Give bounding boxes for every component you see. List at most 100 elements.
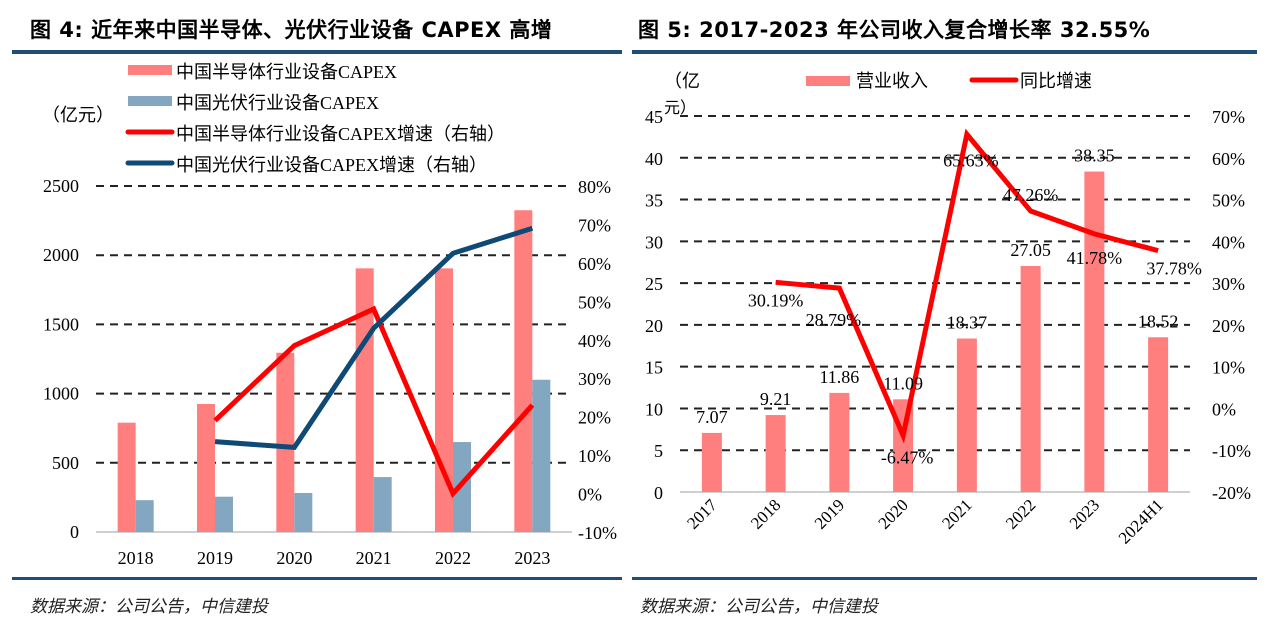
chart1-x-tick-label: 2018	[118, 548, 154, 568]
chart1-y-right-tick-label: 30%	[578, 369, 611, 389]
chart2-y-right-tick-label: -10%	[1212, 441, 1251, 461]
chart2-line-data-label: 30.19%	[748, 290, 804, 310]
chart1-x-tick-label: 2023	[514, 548, 550, 568]
chart2-y-tick-label: 15	[645, 358, 663, 378]
chart1-y-right-tick-label: 70%	[578, 215, 611, 235]
chart1-y-right-tick-label: 50%	[578, 292, 611, 312]
chart2-y-right-tick-label: 60%	[1212, 149, 1245, 169]
chart2-y-tick-label: 5	[654, 441, 663, 461]
chart2-y-tick-label: 0	[654, 483, 663, 503]
chart2-legend-label: 同比增速	[1020, 71, 1092, 91]
chart2-bar-revenue	[1084, 171, 1105, 492]
chart2-y-right-tick-label: 20%	[1212, 316, 1245, 336]
chart2-title: 图 5: 2017-2023 年公司收入复合增长率 32.55%	[638, 18, 1151, 42]
chart2-bar-revenue	[956, 338, 977, 492]
chart2-y-right-tick-label: 40%	[1212, 232, 1245, 252]
chart2-y-right-tick-label: -20%	[1212, 483, 1251, 503]
chart2-y-tick-label: 35	[645, 191, 663, 211]
chart2-line-yoy-growth	[775, 128, 1159, 444]
chart1-bar-pv	[373, 477, 392, 532]
chart1-y-tick-label: 1000	[43, 384, 79, 404]
chart2-x-tick-label: 2023	[1066, 495, 1103, 532]
chart1-bar-pv	[294, 492, 313, 532]
chart2-bar-revenue	[829, 392, 850, 492]
chart1-legend-label: 中国半导体行业设备CAPEX	[176, 62, 397, 82]
chart1-bar-semiconductor	[514, 210, 533, 532]
chart2-bar-revenue	[701, 432, 722, 492]
chart2-bar-data-label: 18.52	[1138, 311, 1179, 331]
chart2-x-tick-label: 2017	[683, 495, 721, 533]
chart2-bar-data-label: 11.86	[819, 367, 859, 387]
chart2-source: 数据来源：公司公告，中信建投	[640, 597, 878, 617]
chart2-y-tick-label: 20	[645, 316, 663, 336]
chart1-x-tick-label: 2020	[276, 548, 312, 568]
chart2-bar-revenue	[765, 415, 786, 492]
chart2-y-right-tick-label: 30%	[1212, 274, 1245, 294]
chart2-y-tick-label: 40	[645, 149, 663, 169]
chart1-bar-semiconductor	[197, 403, 215, 532]
chart2-y-tick-label: 25	[645, 274, 663, 294]
chart1-bar-semiconductor	[276, 352, 295, 532]
chart2-y-right-tick-label: 0%	[1212, 399, 1236, 419]
chart1-title: 图 4: 近年来中国半导体、光伏行业设备 CAPEX 高增	[30, 18, 553, 42]
chart2-y-tick-label: 10	[645, 399, 663, 419]
chart2-x-tick-label: 2020	[874, 495, 911, 532]
chart2-bar-data-label: 18.37	[947, 313, 988, 333]
chart2-title-rule	[632, 50, 1257, 54]
chart1-y-right-tick-label: 20%	[578, 408, 611, 428]
chart2-x-tick-label: 2019	[811, 495, 848, 532]
chart2-footer-rule	[632, 577, 1257, 580]
chart2-y-right-tick-label: 70%	[1212, 107, 1245, 127]
chart2-bar-data-label: 38.35	[1074, 146, 1115, 166]
chart2-line-data-label: 65.63%	[943, 150, 999, 170]
chart2-y-right-tick-label: 10%	[1212, 358, 1245, 378]
chart2-y-axis-unit-2: 元）	[664, 99, 696, 117]
chart2-y-axis-unit: （亿	[664, 71, 700, 91]
chart2-bar-data-label: 7.07	[696, 407, 728, 427]
chart1-y-tick-label: 500	[52, 453, 79, 473]
chart1-y-tick-label: 2000	[43, 245, 79, 265]
chart1-footer-rule	[12, 577, 622, 580]
chart1-bar-pv	[215, 496, 233, 532]
chart1-y-right-tick-label: 60%	[578, 254, 611, 274]
chart1-line-pv-growth	[214, 225, 534, 451]
chart2-line-data-label: 47.26%	[1003, 185, 1059, 205]
chart1-y-right-tick-label: 40%	[578, 331, 611, 351]
chart1-y-right-tick-label: -10%	[578, 523, 617, 543]
chart2-bar-data-label: 11.09	[883, 373, 923, 393]
chart1-x-tick-label: 2019	[197, 548, 233, 568]
chart2-x-tick-label: 2021	[938, 495, 975, 532]
chart1-y-tick-label: 2500	[43, 176, 79, 196]
chart1-line-semiconductor-growth	[213, 305, 535, 499]
chart1-y-right-tick-label: 10%	[578, 446, 611, 466]
chart1-legend-swatch	[128, 96, 172, 106]
chart1-legend-label: 中国光伏行业设备CAPEX	[176, 93, 379, 113]
chart2-bar-data-label: 9.21	[760, 389, 792, 409]
chart1-legend-label: 中国半导体行业设备CAPEX增速（右轴）	[176, 124, 505, 144]
chart2-y-tick-label: 30	[645, 232, 663, 252]
chart2-x-tick-label: 2022	[1002, 495, 1039, 532]
chart1-legend-label: 中国光伏行业设备CAPEX增速（右轴）	[176, 155, 487, 175]
chart1-source: 数据来源：公司公告，中信建投	[30, 597, 268, 617]
chart1-bar-pv	[532, 379, 551, 532]
chart1-bar-pv	[135, 500, 154, 532]
chart2-line-data-label: -6.47%	[881, 447, 934, 467]
chart1-title-rule	[12, 50, 622, 54]
chart1-y-right-tick-label: 80%	[578, 177, 611, 197]
chart2-x-tick-label: 2018	[747, 495, 784, 532]
chart2-y-right-tick-label: 50%	[1212, 191, 1245, 211]
chart1-y-axis-unit: （亿元）	[42, 105, 114, 125]
chart2-bar-data-label: 27.05	[1010, 240, 1051, 260]
chart2-line-data-label: 28.79%	[806, 310, 862, 330]
chart1-x-tick-label: 2022	[435, 548, 471, 568]
chart1-y-right-tick-label: 0%	[578, 485, 602, 505]
chart2-legend-label: 营业收入	[856, 71, 928, 91]
chart1-x-tick-label: 2021	[356, 548, 392, 568]
chart2-line-data-label: 37.78%	[1146, 259, 1202, 279]
chart2-bar-revenue	[1020, 265, 1041, 492]
chart2-legend-swatch-revenue	[806, 76, 850, 86]
chart2-line-data-label: 41.78%	[1067, 248, 1123, 268]
chart2-x-tick-label: 2024H1	[1115, 495, 1167, 547]
chart1-bar-semiconductor	[117, 422, 136, 532]
